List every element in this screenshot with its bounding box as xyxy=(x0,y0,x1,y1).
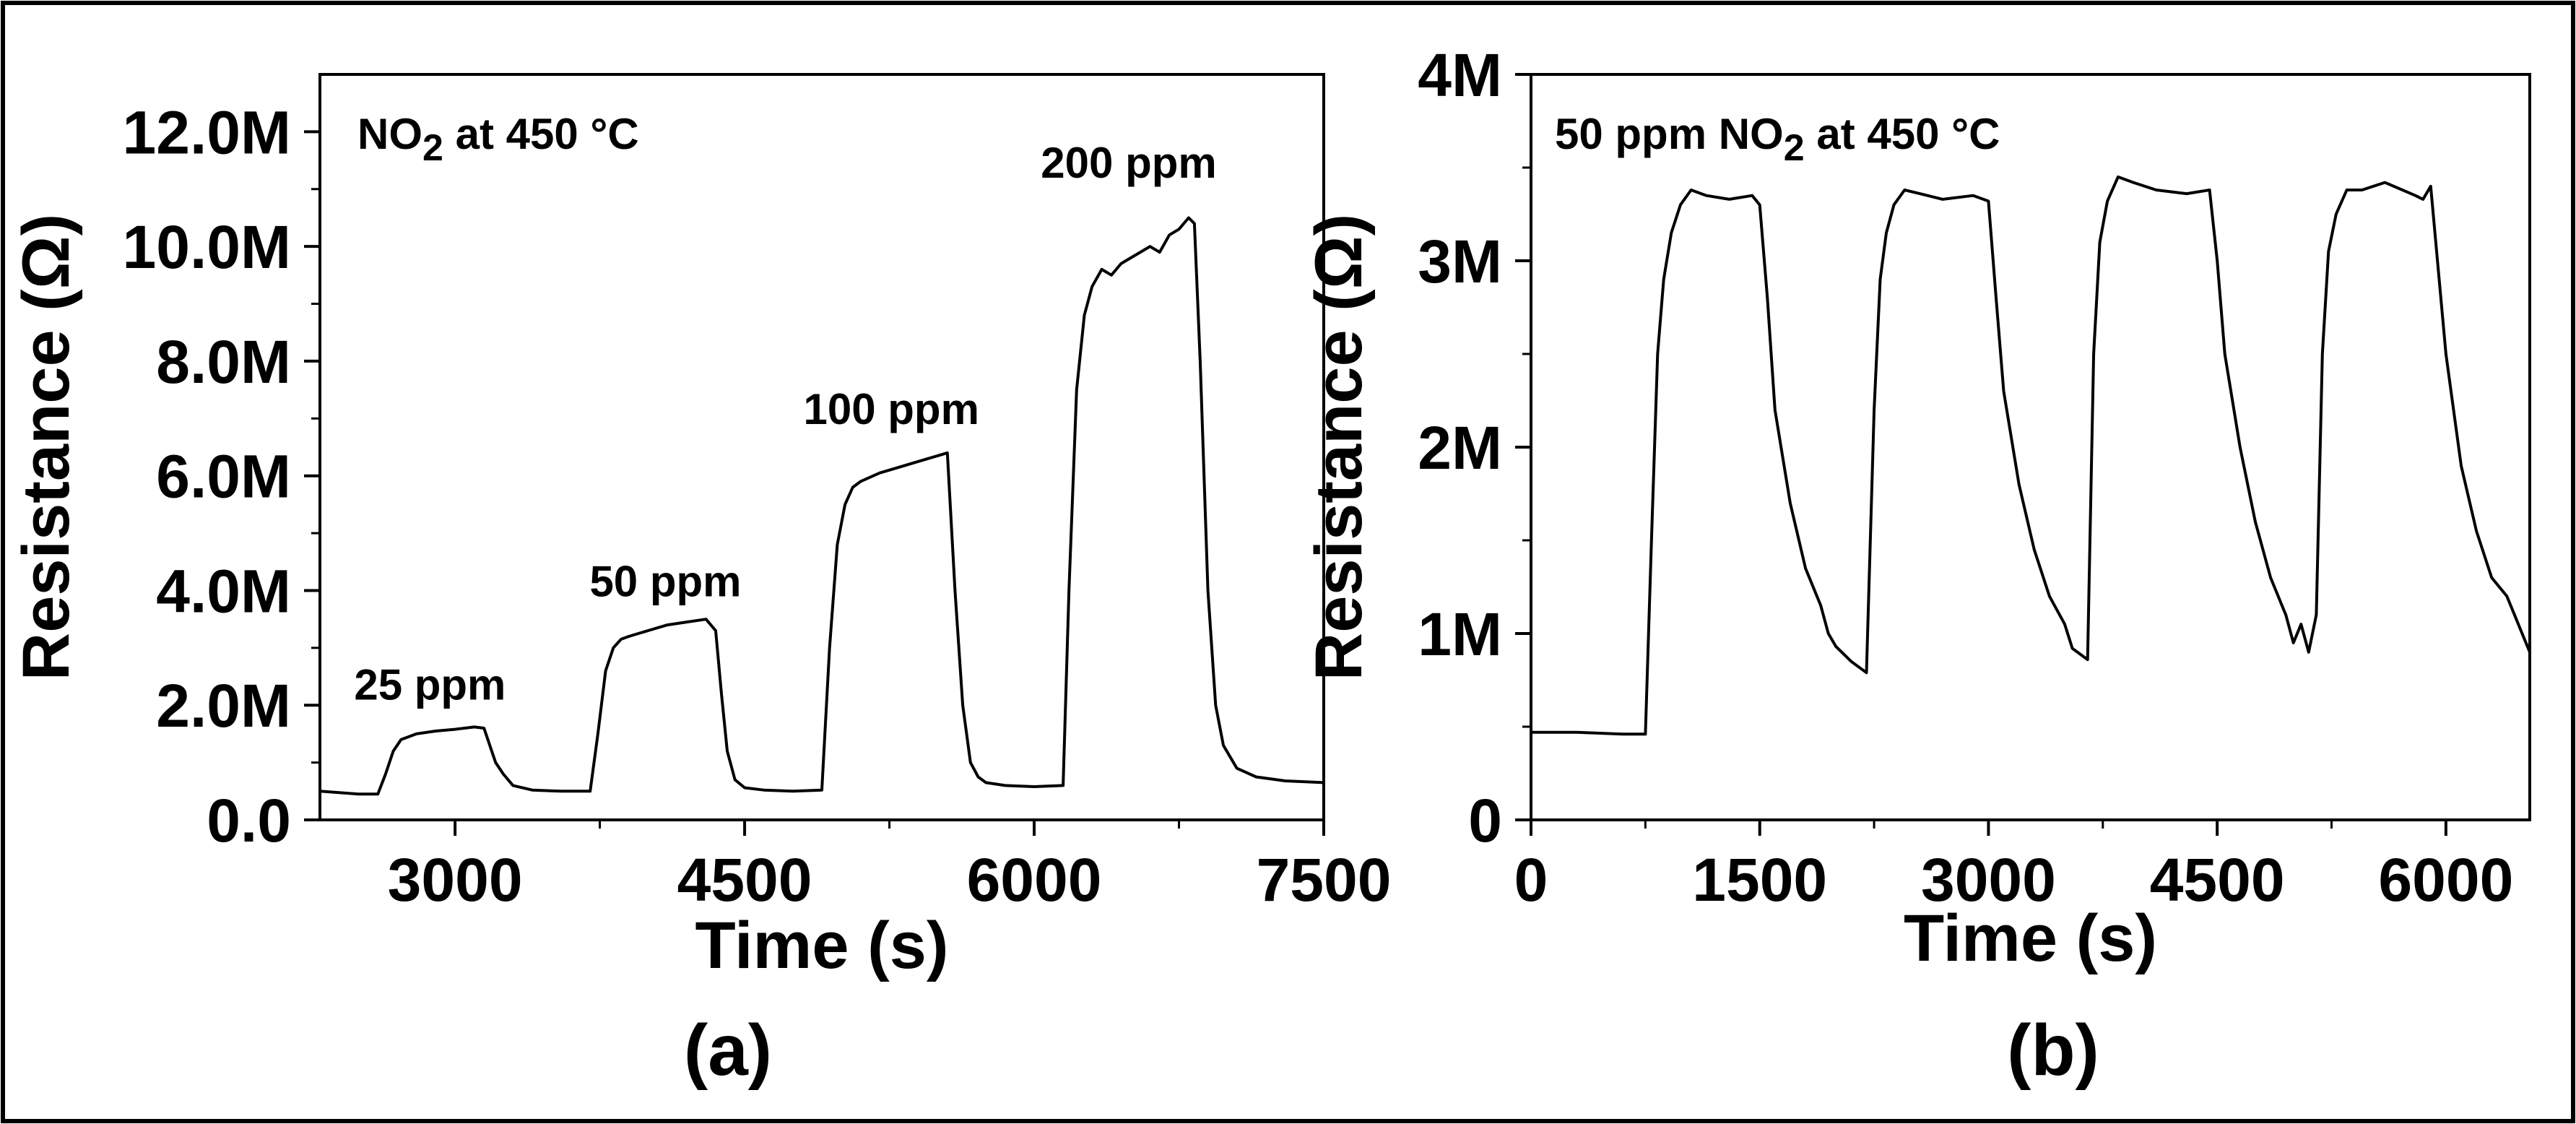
x-tick-label: 4500 xyxy=(2150,846,2285,914)
panel-b-label: (b) xyxy=(2007,1010,2099,1091)
plot-title-subscript: 2 xyxy=(422,127,443,169)
x-tick-label: 1500 xyxy=(1692,846,1827,914)
y-tick-label: 1M xyxy=(1418,600,1502,668)
annotation-label: 25 ppm xyxy=(354,660,506,709)
y-tick-label: 0 xyxy=(1468,787,1502,855)
x-axis-title: Time (s) xyxy=(1904,902,2157,975)
y-tick-label: 3M xyxy=(1418,228,1502,295)
plot-frame xyxy=(318,73,1325,821)
y-axis-title: Resistance (Ω) xyxy=(9,214,83,680)
x-tick-label: 3000 xyxy=(1921,846,2056,914)
y-axis-title: Resistance (Ω) xyxy=(1302,214,1376,680)
x-tick-label: 4500 xyxy=(677,846,812,914)
y-tick-label: 8.0M xyxy=(156,328,291,396)
plot-title-prefix: 50 ppm NO xyxy=(1555,110,1784,158)
y-tick-label: 4.0M xyxy=(156,557,291,625)
y-tick-label: 12.0M xyxy=(123,98,291,166)
y-tick-label: 2.0M xyxy=(156,672,291,740)
y-tick-label: 10.0M xyxy=(123,213,291,281)
panel-b: (b) 0 1500 3000 4500 6000 0 1M 2M 3M 4M Time (s) Re… xyxy=(1302,41,2531,1091)
x-tick-label: 6000 xyxy=(967,846,1102,914)
series-line xyxy=(1531,175,2530,736)
annotation-label: 100 ppm xyxy=(804,385,979,433)
plot-title-subscript: 2 xyxy=(1784,127,1805,169)
annotation-label: 200 ppm xyxy=(1041,139,1216,187)
x-axis-title: Time (s) xyxy=(695,909,948,982)
panel-a: (a) 3000 4500 6000 7500 0.0 2.0M 4.0M 6.0M 8.0M 1… xyxy=(9,73,1392,1091)
x-tick-label: 7500 xyxy=(1257,846,1392,914)
x-tick-label: 0 xyxy=(1514,846,1548,914)
y-tick-label: 4M xyxy=(1418,41,1502,109)
plot-title: 50 ppm NO2 at 450 °C xyxy=(1555,110,2000,169)
y-tick-label: 6.0M xyxy=(156,443,291,511)
x-tick-label: 6000 xyxy=(2378,846,2513,914)
plot-title-suffix: at 450 °C xyxy=(443,110,639,158)
series-line xyxy=(320,216,1324,796)
plot-title-suffix: at 450 °C xyxy=(1805,110,2000,158)
annotation-label: 50 ppm xyxy=(589,557,741,605)
plot-title: NO2 at 450 °C xyxy=(357,110,639,169)
y-tick-label: 0.0 xyxy=(207,787,291,855)
y-tick-label: 2M xyxy=(1418,414,1502,482)
plot-title-prefix: NO xyxy=(357,110,422,158)
x-tick-label: 3000 xyxy=(388,846,523,914)
panel-a-label: (a) xyxy=(684,1010,772,1091)
